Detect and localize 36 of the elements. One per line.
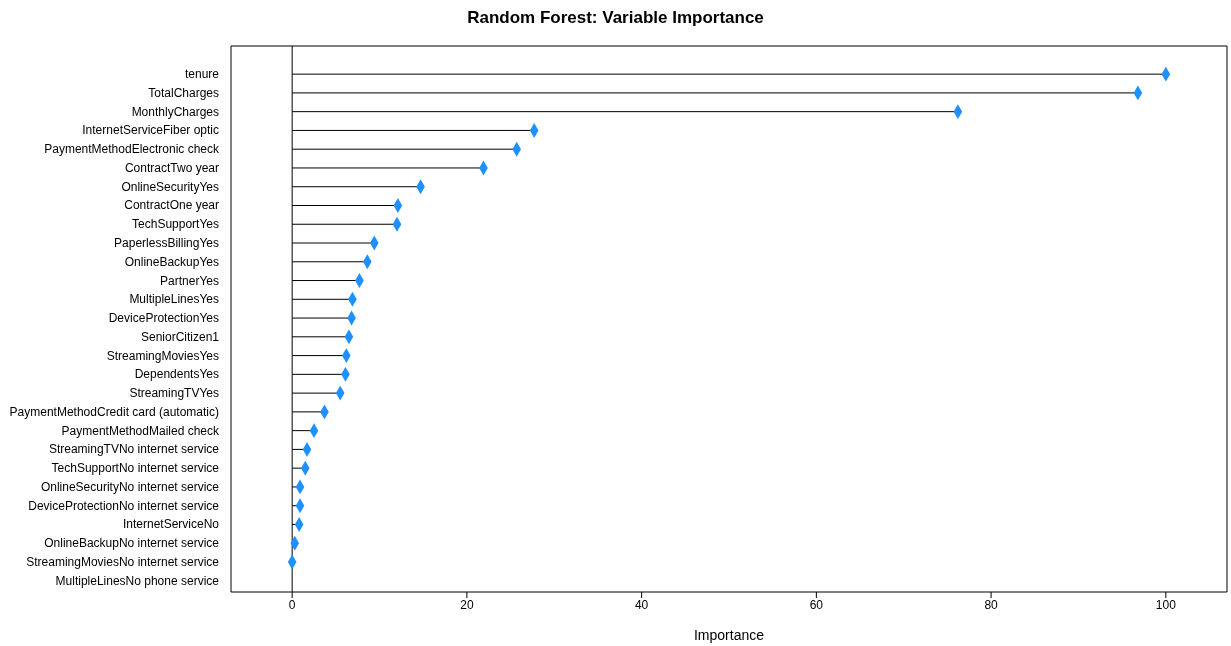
y-tick-label: DependentsYes [134,367,219,382]
y-tick-label: DeviceProtectionYes [108,311,219,326]
y-tick-label: InternetServiceFiber optic [82,123,219,138]
y-tick-label: MonthlyCharges [131,104,219,119]
y-tick-label: MultipleLinesYes [129,292,219,307]
y-tick-label: PaperlessBillingYes [114,236,219,251]
y-tick-label: PartnerYes [160,273,219,288]
x-tick-label: 0 [288,597,296,612]
y-tick-label: OnlineSecurityYes [121,179,219,194]
y-tick-label: SeniorCitizen1 [140,329,220,344]
y-tick-label: TechSupportNo internet service [51,461,220,476]
y-tick-label: tenure [184,67,220,82]
y-tick-label: StreamingMoviesNo internet service [26,554,220,569]
y-tick-label: StreamingTVNo internet service [48,442,220,457]
x-tick-label: 40 [634,597,649,612]
x-tick-label: 100 [1155,597,1177,612]
y-tick-label: ContractTwo year [124,160,219,175]
y-tick-label: TotalCharges [148,85,219,100]
y-tick-label: PaymentMethodMailed check [61,423,220,438]
y-tick-label: StreamingTVYes [129,386,219,401]
y-tick-label: OnlineSecurityNo internet service [40,479,220,494]
x-axis-title: Importance [693,627,765,643]
y-tick-label: ContractOne year [124,198,219,213]
y-tick-label: OnlineBackupYes [124,254,219,269]
x-tick-label: 60 [809,597,824,612]
y-tick-label: OnlineBackupNo internet service [44,536,220,551]
y-tick-label: StreamingMoviesYes [106,348,219,363]
y-tick-label: DeviceProtectionNo internet service [28,498,220,513]
y-tick-label: TechSupportYes [132,217,219,232]
y-tick-label: InternetServiceNo [122,517,220,532]
y-tick-label: PaymentMethodCredit card (automatic) [9,404,219,419]
x-tick-label: 80 [984,597,999,612]
chart-title: Random Forest: Variable Importance [466,8,765,28]
y-tick-label: PaymentMethodElectronic check [44,142,220,157]
x-tick-label: 20 [460,597,474,612]
y-tick-label: MultipleLinesNo phone service [55,573,220,588]
